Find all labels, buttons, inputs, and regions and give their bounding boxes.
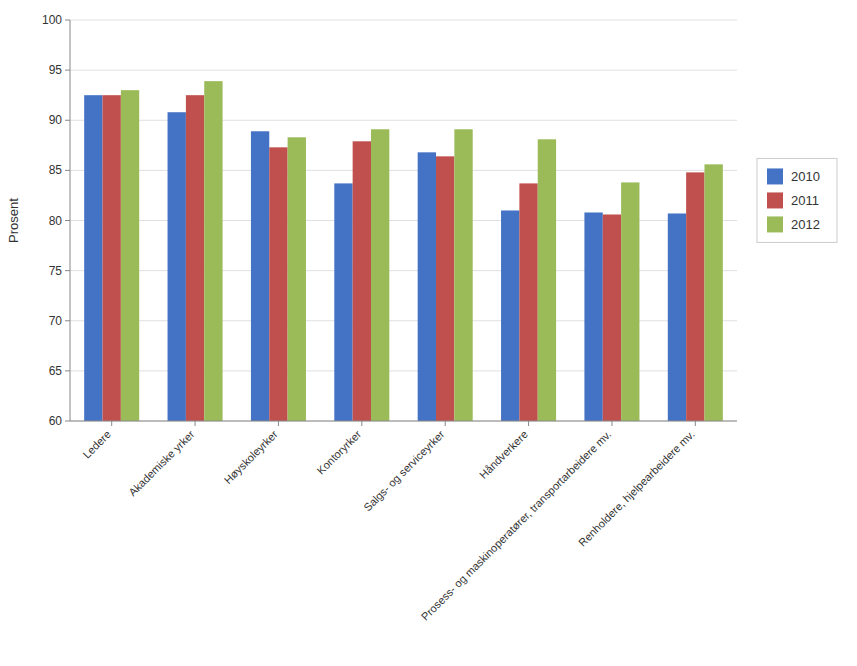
grid-line bbox=[70, 70, 737, 71]
bar bbox=[371, 129, 389, 421]
bar bbox=[204, 81, 222, 421]
grid-line bbox=[70, 20, 737, 21]
bars bbox=[84, 81, 723, 421]
bar bbox=[251, 131, 269, 421]
y-tick-label: 85 bbox=[49, 163, 63, 177]
legend-label: 2011 bbox=[791, 193, 819, 208]
y-axis: 60 65 70 75 80 85 90 95 100 bbox=[42, 13, 70, 428]
x-tick-label: Håndverkere bbox=[477, 428, 530, 481]
bar bbox=[121, 90, 139, 421]
legend-swatch bbox=[767, 216, 783, 232]
x-tick-label: Akademiske yrker bbox=[126, 428, 197, 499]
legend-frame bbox=[757, 158, 837, 242]
y-tick bbox=[65, 220, 70, 221]
x-tick-label: Salgs- og serviceyrker bbox=[361, 428, 447, 514]
y-tick bbox=[65, 370, 70, 371]
x-tick bbox=[278, 421, 279, 426]
bar bbox=[603, 214, 621, 421]
legend-swatch bbox=[767, 192, 783, 208]
y-tick-label: 90 bbox=[49, 113, 63, 127]
bar bbox=[84, 95, 102, 421]
x-tick bbox=[195, 421, 196, 426]
bar bbox=[704, 164, 722, 421]
bar bbox=[621, 182, 639, 421]
y-tick-label: 80 bbox=[49, 214, 63, 228]
legend-label: 2010 bbox=[791, 169, 820, 184]
y-tick bbox=[65, 320, 70, 321]
bar bbox=[454, 129, 472, 421]
bar bbox=[686, 172, 704, 421]
y-tick-label: 75 bbox=[49, 264, 63, 278]
y-tick bbox=[65, 20, 70, 21]
x-tick-label: Renholdere, hjelpearbeidere mv. bbox=[576, 428, 697, 549]
y-tick-label: 60 bbox=[49, 414, 63, 428]
y-tick bbox=[65, 270, 70, 271]
x-tick-label: Kontoryrker bbox=[315, 428, 364, 477]
bar bbox=[436, 156, 454, 421]
bar bbox=[584, 212, 602, 421]
legend-swatch bbox=[767, 168, 783, 184]
y-tick bbox=[65, 120, 70, 121]
x-tick-label: Høyskoleyrker bbox=[222, 428, 280, 486]
bar bbox=[353, 141, 371, 421]
x-tick bbox=[611, 421, 612, 426]
bar bbox=[269, 147, 287, 421]
bar bbox=[668, 213, 686, 421]
x-tick-label: Prosess- og maskinoperatører, transporta… bbox=[419, 428, 614, 623]
bar bbox=[334, 183, 352, 421]
legend: 2010 2011 2012 bbox=[757, 158, 837, 242]
y-tick bbox=[65, 170, 70, 171]
y-axis-label: Prosent bbox=[6, 198, 21, 243]
bar bbox=[418, 152, 436, 421]
bar bbox=[168, 112, 186, 421]
x-tick bbox=[361, 421, 362, 426]
y-axis-line bbox=[70, 20, 71, 421]
x-tick-label: Ledere bbox=[80, 428, 113, 461]
grid bbox=[70, 20, 737, 421]
bar bbox=[103, 95, 121, 421]
y-tick-label: 65 bbox=[49, 364, 63, 378]
y-tick-label: 95 bbox=[49, 63, 63, 77]
chart: 60 65 70 75 80 85 90 95 100 Ledere Akademiske yrke… bbox=[0, 0, 857, 666]
grid-line bbox=[70, 421, 737, 422]
bar bbox=[519, 183, 537, 421]
y-tick-label: 70 bbox=[49, 314, 63, 328]
x-axis-line bbox=[70, 421, 737, 422]
bar bbox=[501, 210, 519, 421]
y-tick bbox=[65, 421, 70, 422]
y-tick-label: 100 bbox=[42, 13, 62, 27]
bar bbox=[288, 137, 306, 421]
x-tick bbox=[445, 421, 446, 426]
x-tick bbox=[528, 421, 529, 426]
legend-label: 2012 bbox=[791, 217, 820, 232]
bar bbox=[186, 95, 204, 421]
x-tick bbox=[695, 421, 696, 426]
y-tick bbox=[65, 70, 70, 71]
x-axis: Ledere Akademiske yrker Høyskoleyrker Konto… bbox=[80, 421, 696, 623]
x-tick bbox=[111, 421, 112, 426]
bar bbox=[538, 139, 556, 421]
